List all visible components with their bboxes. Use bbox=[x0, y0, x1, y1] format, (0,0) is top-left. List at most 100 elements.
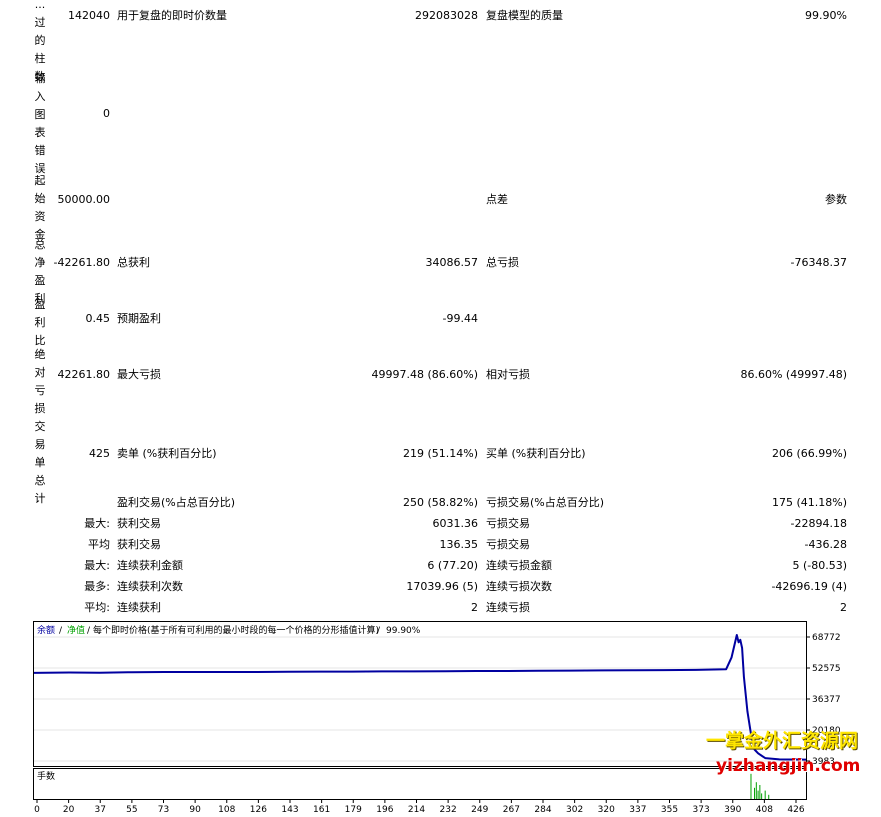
value-total-net-profit: -42261.80 bbox=[53, 256, 110, 269]
value-maximal-drawdown: 49997.48 (86.60%) bbox=[371, 368, 478, 381]
stat-row-prefix: 最多: bbox=[84, 580, 110, 593]
x-tick-layer: 0 20 37 55 73 90 108 126 143 161 179 196 214 232 249 26… bbox=[34, 800, 805, 815]
balance-line bbox=[33, 634, 807, 761]
stat-row-value-right: 2 bbox=[840, 601, 847, 614]
value-initial-deposit: 50000.00 bbox=[57, 193, 111, 206]
x-tick-label: 196 bbox=[376, 805, 393, 814]
chart-header-quality: 99.90% bbox=[386, 626, 421, 636]
x-tick-label: 0 bbox=[34, 805, 40, 814]
x-tick-label: 143 bbox=[281, 805, 298, 814]
value-total-trades: 425 bbox=[89, 447, 110, 460]
label-gross-profit: 总获利 bbox=[117, 256, 150, 269]
x-tick-label: 37 bbox=[95, 805, 106, 814]
stat-row-label-left: 连续获利金额 bbox=[117, 559, 183, 572]
stat-row-value-left: 6031.36 bbox=[432, 517, 479, 530]
label-short-positions: 卖单 (%获利百分比) bbox=[117, 447, 217, 460]
volume-layer bbox=[750, 773, 770, 799]
label-maximal-drawdown: 最大亏损 bbox=[117, 368, 161, 381]
value-absolute-drawdown: 42261.80 bbox=[57, 368, 111, 381]
stat-row-prefix: 最大: bbox=[84, 559, 110, 572]
x-tick-label: 55 bbox=[126, 805, 137, 814]
stat-row-value-left: 17039.96 (5) bbox=[406, 580, 478, 593]
x-tick-label: 320 bbox=[598, 805, 615, 814]
balance-chart-svg: 余额 / 净值 / 每个即时价格(基于所有可利用的最小时段的每一个价格的分形插值… bbox=[33, 621, 841, 815]
value-short-positions: 219 (51.14%) bbox=[402, 447, 478, 460]
stat-row-label-right: 亏损交易 bbox=[486, 517, 530, 530]
value-bars-tested: 142040 bbox=[68, 9, 110, 22]
label-relative-drawdown: 相对亏损 bbox=[486, 368, 530, 381]
label-gross-loss: 总亏损 bbox=[486, 256, 519, 269]
chart-header-equity: 净值 bbox=[67, 624, 85, 636]
x-tick-label: 179 bbox=[345, 805, 362, 814]
stat-row-label-left: 连续获利次数 bbox=[117, 580, 183, 593]
stat-row-value-left: 250 (58.82%) bbox=[402, 496, 478, 509]
x-tick-label: 126 bbox=[250, 805, 267, 814]
x-tick-label: 426 bbox=[787, 805, 804, 814]
stat-row-prefix: 平均: bbox=[84, 601, 110, 614]
label-total-trades: 交易单总计 bbox=[34, 420, 46, 505]
x-tick-label: 108 bbox=[218, 805, 235, 814]
x-tick-label: 232 bbox=[440, 805, 457, 814]
chart-header-sep2: / bbox=[87, 626, 91, 636]
x-tick-label: 373 bbox=[693, 805, 710, 814]
series-layer bbox=[33, 634, 807, 761]
stat-row-value-right: -436.28 bbox=[804, 538, 847, 551]
y-tick-label: 52575 bbox=[812, 664, 841, 674]
stat-row-value-right: 175 (41.18%) bbox=[771, 496, 847, 509]
stat-row-value-right: -22894.18 bbox=[790, 517, 847, 530]
y-tick-label: 36377 bbox=[812, 695, 841, 705]
label-expected-payoff: 预期盈利 bbox=[117, 312, 161, 325]
stat-row-label-right: 亏损交易 bbox=[486, 538, 530, 551]
stat-row-value-left: 2 bbox=[471, 601, 478, 614]
x-tick-label: 90 bbox=[189, 805, 201, 814]
label-long-positions: 买单 (%获利百分比) bbox=[486, 447, 586, 460]
value-relative-drawdown: 86.60% (49997.48) bbox=[740, 368, 847, 381]
grid-layer bbox=[34, 636, 806, 762]
stat-row-label-right: 连续亏损次数 bbox=[486, 580, 552, 593]
label-spread: 点差 bbox=[486, 193, 508, 206]
volume-frame bbox=[33, 768, 807, 800]
stat-row-prefix: 最大: bbox=[84, 517, 110, 530]
chart-header-model: 每个即时价格(基于所有可利用的最小时段的每一个价格的分形插值计算) bbox=[93, 624, 379, 636]
value-profit-factor: 0.45 bbox=[85, 312, 111, 325]
chart-header-sep1: / bbox=[59, 626, 63, 636]
x-tick-label: 161 bbox=[313, 805, 330, 814]
value-long-positions: 206 (66.99%) bbox=[771, 447, 847, 460]
value-expected-payoff: -99.44 bbox=[442, 312, 478, 325]
value-spread: 参数 bbox=[825, 193, 847, 206]
x-tick-label: 20 bbox=[63, 805, 75, 814]
y-tick-label: 3983 bbox=[812, 757, 835, 767]
value-gross-loss: -76348.37 bbox=[790, 256, 847, 269]
label-absolute-drawdown: 绝对亏损 bbox=[34, 348, 46, 415]
stat-row-label-left: 获利交易 bbox=[117, 517, 161, 530]
stat-row-value-right: -42696.19 (4) bbox=[771, 580, 847, 593]
stat-row-prefix: 平均 bbox=[88, 538, 110, 551]
label-modelling-quality: 复盘模型的质量 bbox=[486, 9, 563, 22]
stat-row-value-left: 6 (77.20) bbox=[427, 559, 478, 572]
value-modelling-quality: 99.90% bbox=[805, 9, 847, 22]
stat-row-label-right: 亏损交易(%占总百分比) bbox=[486, 496, 605, 509]
y-tick-layer: 68772 52575 36377 20180 3983 bbox=[806, 633, 841, 767]
stat-row-label-left: 连续获利 bbox=[117, 601, 161, 614]
x-tick-label: 249 bbox=[471, 805, 488, 814]
x-tick-label: 355 bbox=[661, 805, 678, 814]
stat-row-value-right: 5 (-80.53) bbox=[792, 559, 847, 572]
chart-frame bbox=[33, 621, 807, 767]
balance-chart: 余额 / 净值 / 每个即时价格(基于所有可利用的最小时段的每一个价格的分形插值… bbox=[33, 621, 845, 815]
y-tick-label: 20180 bbox=[812, 726, 841, 736]
value-gross-profit: 34086.57 bbox=[425, 256, 479, 269]
value-chart-errors: 0 bbox=[103, 107, 110, 120]
x-tick-label: 267 bbox=[503, 805, 520, 814]
x-tick-label: 284 bbox=[534, 805, 551, 814]
stat-row-value-left: 136.35 bbox=[439, 538, 479, 551]
label-total-net-profit: 总净盈利 bbox=[34, 238, 46, 305]
stat-row-label-right: 连续亏损 bbox=[486, 601, 530, 614]
volume-label: 手数 bbox=[37, 770, 55, 782]
watermark-cn: 一掌金外汇资源网 bbox=[706, 730, 859, 752]
label-profit-factor: 盈利比 bbox=[34, 298, 46, 347]
stat-row-label-left: 获利交易 bbox=[117, 538, 161, 551]
x-tick-label: 302 bbox=[566, 805, 583, 814]
x-tick-label: 390 bbox=[724, 805, 741, 814]
label-chart-errors: 输入图表错误 bbox=[34, 72, 46, 175]
x-tick-label: 73 bbox=[158, 805, 169, 814]
